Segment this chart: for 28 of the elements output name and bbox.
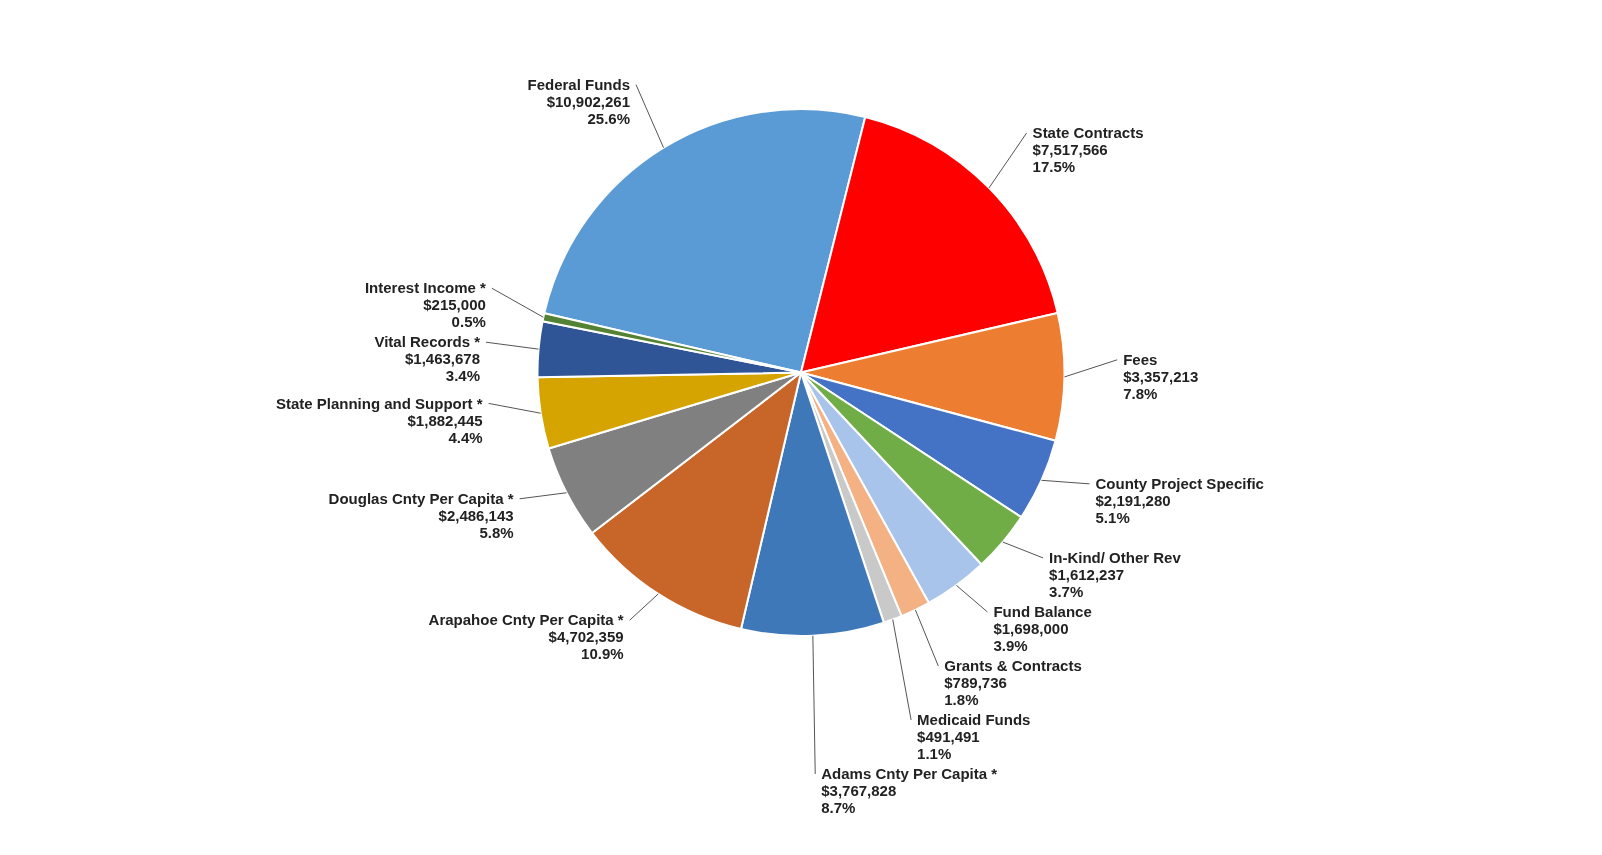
slice-label: Fund Balance <box>993 603 1092 621</box>
data-label: $1,612,237 3.7% <box>1049 566 1125 601</box>
slice-label: Medicaid Funds <box>917 711 1031 729</box>
data-label: $491,491 1.1% <box>917 728 980 763</box>
slice-label: In-Kind/ Other Rev <box>1049 549 1182 567</box>
slice-label: County Project Specific <box>1095 475 1264 492</box>
data-label: $10,902,261 25.6% <box>546 92 631 127</box>
data-label: $2,486,143 5.8% <box>438 506 514 541</box>
slice-label: Adams Cnty Per Capita * <box>821 765 998 783</box>
slice-label: Vital Records * <box>374 333 481 351</box>
slice-label: Fees <box>1123 350 1158 368</box>
data-label: $3,357,213 7.8% <box>1123 367 1199 402</box>
data-label: $4,702,359 10.9% <box>548 628 624 663</box>
data-label: $7,517,566 17.5% <box>1032 141 1108 176</box>
data-label: $3,767,828 8.7% <box>821 782 897 817</box>
slice-label: Federal Funds <box>527 75 631 93</box>
data-label: $2,191,280 5.1% <box>1095 492 1171 526</box>
data-label: $789,736 1.8% <box>944 674 1007 709</box>
slice-label: State Planning and Support * <box>275 394 483 412</box>
slice-label: Interest Income * <box>364 279 486 297</box>
slice-label: State Contracts <box>1032 124 1144 142</box>
slice-label: Grants & Contracts <box>944 657 1082 675</box>
slice-label: Douglas Cnty Per Capita * <box>328 489 514 507</box>
data-label: $215,000 0.5% <box>423 296 486 331</box>
data-label: $1,463,678 3.4% <box>404 350 481 385</box>
data-label: $1,698,000 3.9% <box>993 620 1069 655</box>
data-label: $1,882,445 4.4% <box>407 411 483 446</box>
slice-label: Arapahoe Cnty Per Capita * <box>428 611 624 629</box>
